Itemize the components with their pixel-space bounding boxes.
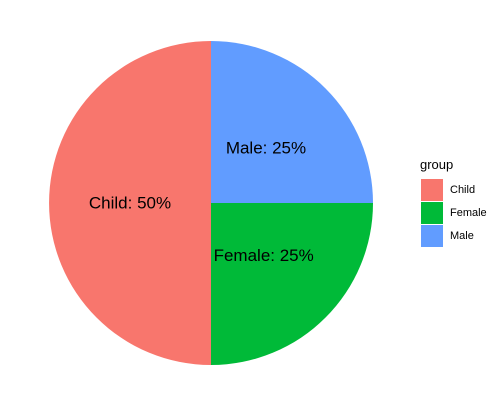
pie-slice-male [211, 41, 373, 203]
slice-label-male: Male: 25% [226, 139, 306, 158]
legend-label-child: Child [450, 184, 475, 196]
legend-key-male [421, 225, 443, 247]
slice-label-female: Female: 25% [214, 246, 314, 265]
legend-title: group [420, 157, 453, 172]
legend-key-female [421, 202, 443, 224]
legend-label-male: Male [450, 230, 474, 242]
legend: group Child Female Male [420, 157, 487, 247]
legend-key-child [421, 179, 443, 201]
legend-items: Child Female Male [421, 179, 487, 247]
pie-slice-labels: Male: 25% Female: 25% Child: 50% [89, 139, 314, 266]
legend-label-female: Female [450, 207, 487, 219]
pie-slice-child [49, 41, 212, 365]
pie-slice-female [211, 203, 373, 365]
pie-slices [49, 41, 373, 365]
slice-label-child: Child: 50% [89, 194, 171, 213]
